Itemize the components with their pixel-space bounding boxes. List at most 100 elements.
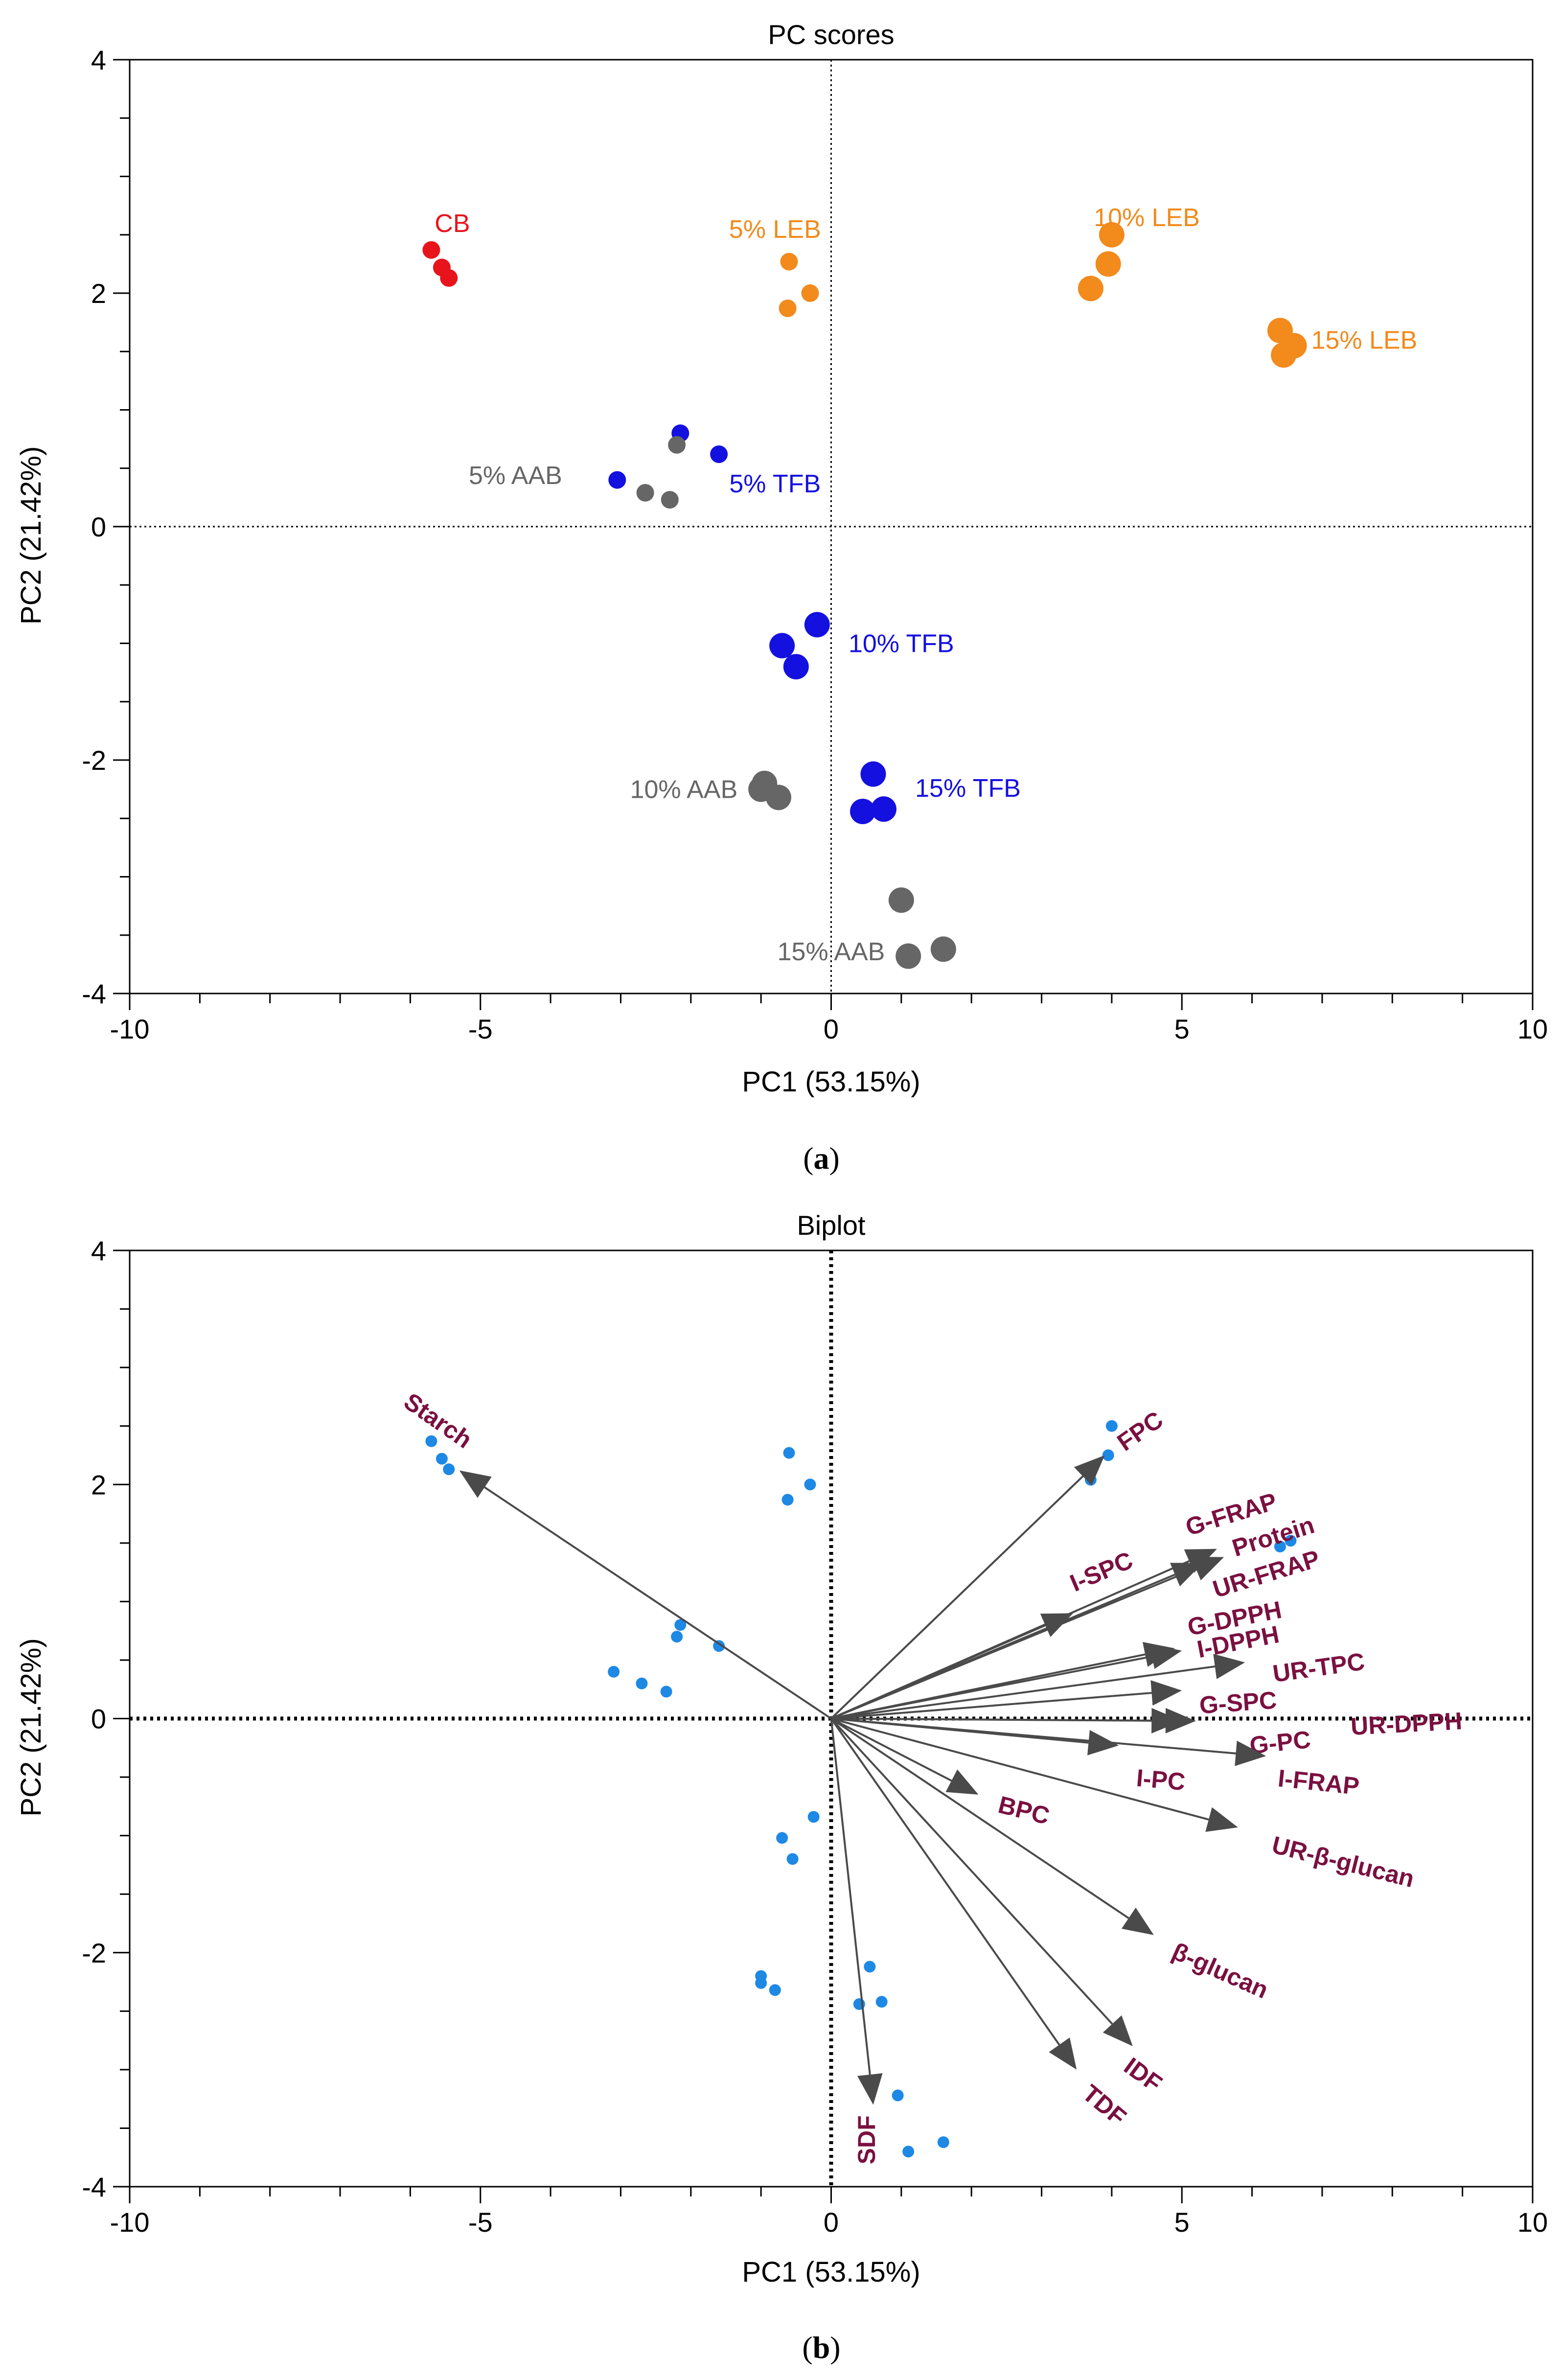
y-tick-label: 4 (91, 1235, 106, 1266)
loading-arrowhead (1121, 1907, 1154, 1935)
score-point (440, 269, 458, 287)
loading-arrow (831, 1692, 1152, 1720)
loading-arrowhead (1213, 1654, 1245, 1679)
y-tick-label: 4 (91, 45, 106, 75)
score-point (710, 445, 728, 463)
loading-label: UR-TPC (1271, 1647, 1367, 1687)
loading-arrow (831, 1717, 1152, 1722)
sample-point (776, 1832, 788, 1844)
y-tick-label: 2 (91, 278, 106, 309)
sample-point (804, 1479, 816, 1491)
loading-arrowhead (1205, 1807, 1238, 1832)
loading-arrow (831, 1665, 1216, 1720)
x-tick-label: 5 (1174, 1014, 1190, 1044)
sample-point (660, 1686, 672, 1698)
panel-label-letter: b (813, 2330, 830, 2365)
group-label: 5% AAB (469, 462, 562, 490)
sample-point (425, 1435, 437, 1447)
sample-point (1105, 1420, 1118, 1432)
x-tick-label: 5 (1174, 2207, 1190, 2238)
loading-label: G-SPC (1198, 1687, 1278, 1719)
score-point (765, 785, 791, 810)
loading-label: SDF (853, 2115, 880, 2164)
loading-arrowhead (1170, 1563, 1203, 1587)
y-tick-label: 0 (91, 1704, 106, 1734)
loading-label: β-glucan (1168, 1938, 1272, 2004)
score-point (422, 241, 440, 259)
loading-arrowhead (1074, 1455, 1105, 1486)
loading-label: UR-FRAP (1210, 1545, 1323, 1603)
loading-arrow (830, 1476, 1084, 1719)
x-tick-label: -5 (468, 2207, 493, 2238)
group-label: 10% LEB (1094, 204, 1200, 232)
y-tick-label: -4 (82, 2172, 106, 2202)
loading-label: UR-DPPH (1350, 1707, 1463, 1740)
loading-arrowhead (1150, 1680, 1182, 1706)
x-axis-label: PC1 (53.15%) (742, 1066, 920, 1098)
loading-arrow (830, 1718, 1060, 2046)
score-point (801, 284, 819, 302)
y-tick-label: -2 (82, 745, 106, 776)
group-label: 10% TFB (849, 630, 954, 658)
loading-arrowhead (459, 1470, 492, 1498)
group-label: CB (435, 209, 470, 238)
sample-point (608, 1665, 620, 1678)
chart-title: PC scores (768, 19, 894, 50)
y-axis-label: PC2 (21.42%) (15, 446, 47, 624)
sample-point (1102, 1449, 1114, 1461)
group-label: 10% AAB (630, 776, 738, 804)
sample-point (1285, 1535, 1297, 1547)
score-point (608, 471, 626, 489)
score-point (804, 612, 830, 638)
loading-label: FPC (1112, 1406, 1168, 1456)
panel-label-paren: ( (802, 2330, 812, 2365)
x-tick-label: -5 (468, 1014, 493, 1044)
loading-label: IDF (1119, 2052, 1167, 2098)
loading-arrowhead (1049, 2037, 1077, 2070)
loading-label: BPC (995, 1791, 1052, 1830)
sample-point (864, 1961, 876, 1973)
y-tick-label: -4 (82, 978, 106, 1009)
loading-label: I-PC (1135, 1764, 1187, 1796)
sample-point (769, 1984, 781, 1996)
sample-point (436, 1453, 448, 1465)
sample-point (671, 1631, 683, 1643)
sample-point (443, 1463, 455, 1476)
score-point (888, 887, 914, 913)
sample-point (892, 2089, 904, 2102)
loading-arrow (831, 1717, 1236, 1755)
sample-point (674, 1619, 687, 1631)
score-point (779, 300, 797, 318)
sample-point (781, 1494, 794, 1506)
panel-label-letter: a (814, 1141, 829, 1176)
x-tick-label: -10 (110, 1014, 150, 1044)
x-tick-label: -10 (110, 2207, 150, 2238)
loading-arrowhead (1191, 1557, 1224, 1581)
score-point (860, 761, 886, 787)
sample-point (902, 2146, 915, 2158)
sample-point (755, 1977, 767, 1989)
x-tick-label: 10 (1517, 2207, 1548, 2238)
score-point (895, 943, 921, 969)
sample-point (875, 1996, 888, 2008)
sample-point (786, 1853, 799, 1865)
loading-arrow (831, 1655, 1152, 1720)
sample-point (636, 1677, 648, 1689)
loading-arrowhead (945, 1769, 979, 1795)
sample-point (1274, 1540, 1286, 1552)
y-tick-label: -2 (82, 1938, 106, 1968)
x-tick-label: 0 (824, 2207, 839, 2238)
score-point (1095, 251, 1121, 277)
score-point (1099, 222, 1125, 248)
loading-label: UR-β-glucan (1269, 1831, 1417, 1893)
loading-arrowhead (857, 2073, 883, 2105)
group-label: 15% LEB (1311, 326, 1418, 354)
group-label: 5% LEB (729, 215, 821, 244)
group-label: 15% AAB (778, 938, 885, 966)
sample-point (713, 1640, 725, 1652)
pc-scores-panel: -10 -5 0 5 10 -4 -2 0 2 4 PC scores PC1 (53.15%) PC2… (15, 19, 1548, 1176)
x-tick-label: 0 (824, 1014, 839, 1044)
loading-arrowhead (1102, 2015, 1133, 2047)
